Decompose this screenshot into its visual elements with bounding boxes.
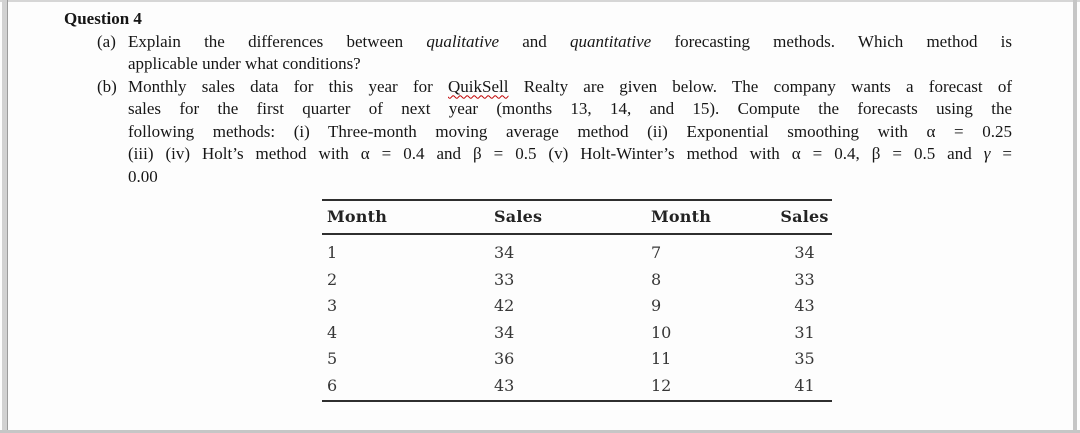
part-b-text-line-1: Monthly sales data for this year for Qui… (128, 76, 1012, 99)
part-b-line-2: sales for the first quarter of next year… (64, 98, 1012, 121)
page-top-edge (0, 0, 1080, 2)
table-header-row: Month Sales Month Sales (322, 201, 832, 235)
table-cell-month: 5 (327, 349, 338, 368)
col-header-month-1: Month (327, 207, 388, 226)
table-cell-month: 1 (327, 243, 338, 262)
part-b-text-line-3: following methods: (i) Three-month movin… (128, 121, 1012, 144)
table-row: 3 42 9 43 (322, 293, 832, 320)
text-segment: applicable under what conditions? (128, 54, 361, 73)
table-cell-month: 6 (327, 375, 338, 395)
part-b-line-5: 0.00 (64, 166, 1012, 189)
part-b-text-line-2: sales for the first quarter of next year… (128, 98, 1012, 121)
italic-word-quantitative: quantitative (570, 31, 652, 51)
part-b-line-1: (b) Monthly sales data for this year for… (64, 76, 1012, 99)
table-body: 1 34 7 34 2 33 8 33 3 42 9 43 4 34 10 (322, 235, 832, 400)
table-row: 2 33 8 33 (322, 267, 832, 294)
table-cell-sales: 34 (494, 322, 515, 342)
table-row: 4 34 10 31 (322, 320, 832, 347)
table-cell-sales: 43 (794, 296, 815, 315)
table-cell-sales: 35 (794, 349, 815, 368)
table-cell-month: 8 (651, 269, 662, 289)
text-segment: (iii) (iv) Holt’s method with α = 0.4 an… (128, 144, 984, 163)
part-a-line-1: (a) Explain the differences between qual… (64, 31, 1012, 54)
text-segment: Explain the differences between (128, 31, 427, 51)
part-b-line-3: following methods: (i) Three-month movin… (64, 121, 1012, 144)
table-cell-sales: 33 (494, 269, 515, 289)
question-heading: Question 4 (64, 9, 142, 28)
text-segment: Monthly sales data for this year for (128, 76, 449, 96)
text-segment: 0.00 (128, 166, 158, 186)
part-b-text-line-4: (iii) (iv) Holt’s method with α = 0.4 an… (128, 143, 1012, 166)
text-segment: sales for the first quarter of next year… (128, 99, 1012, 118)
page-left-edge (2, 0, 8, 433)
text-segment: Realty are given below. The company want… (508, 76, 1012, 96)
col-header-month-2: Month (651, 207, 712, 226)
table-cell-month: 12 (651, 375, 672, 395)
text-segment: = (990, 144, 1012, 163)
question-block: Question 4 (a) Explain the differences b… (64, 8, 1012, 188)
table-cell-month: 4 (327, 322, 338, 342)
part-a-line-2: applicable under what conditions? (64, 53, 1012, 76)
table-row: 5 36 11 35 (322, 346, 832, 373)
text-segment: and (499, 31, 571, 51)
table-cell-month: 9 (651, 296, 662, 315)
page-right-edge (1073, 0, 1077, 433)
table-row: 1 34 7 34 (322, 240, 832, 267)
text-segment: forecasting methods. Which method is (651, 31, 1013, 51)
table-cell-sales: 41 (794, 375, 815, 395)
text-segment: following methods: (i) Three-month movin… (128, 121, 1012, 141)
table-cell-month: 2 (327, 269, 338, 289)
table-cell-month: 10 (651, 322, 672, 342)
col-header-sales-1: Sales (494, 207, 543, 226)
page-bottom-edge (0, 430, 1080, 433)
table-row: 6 43 12 41 (322, 373, 832, 400)
sales-table: Month Sales Month Sales 1 34 7 34 2 33 8… (322, 199, 832, 402)
table-cell-month: 11 (651, 349, 672, 368)
table-cell-month: 7 (651, 243, 662, 262)
table-cell-sales: 42 (494, 296, 515, 315)
table-cell-month: 3 (327, 296, 338, 315)
table-cell-sales: 43 (494, 375, 515, 395)
table-cell-sales: 31 (794, 322, 815, 342)
table-cell-sales: 34 (494, 243, 515, 262)
table-cell-sales: 34 (794, 243, 815, 262)
part-b-text-line-5: 0.00 (128, 166, 1012, 189)
table-cell-sales: 33 (794, 269, 815, 289)
part-b-label: (b) (97, 76, 117, 96)
italic-gamma-symbol: γ (983, 144, 991, 163)
col-header-sales-2: Sales (780, 207, 829, 226)
part-a-label: (a) (97, 31, 116, 51)
table-cell-sales: 36 (494, 349, 515, 368)
italic-word-qualitative: qualitative (426, 31, 500, 51)
misspelled-word: QuikSell (448, 76, 509, 96)
part-a-text-line-1: Explain the differences between qualitat… (128, 31, 1012, 54)
part-b-line-4: (iii) (iv) Holt’s method with α = 0.4 an… (64, 143, 1012, 166)
part-a-text-line-2: applicable under what conditions? (128, 53, 1012, 76)
